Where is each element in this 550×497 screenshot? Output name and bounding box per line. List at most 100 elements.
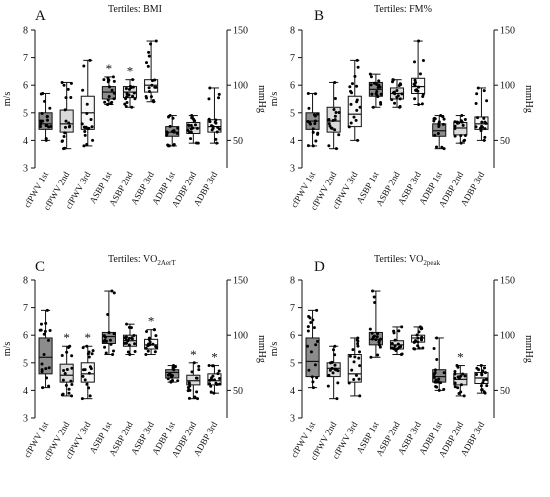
data-point [333, 353, 337, 357]
data-point [153, 78, 157, 82]
data-point [432, 373, 436, 377]
data-point [307, 106, 311, 110]
data-point [45, 118, 49, 122]
data-point [368, 72, 372, 76]
box-7 [432, 114, 447, 151]
y-tick-label-left: 4 [290, 136, 295, 147]
data-point [311, 127, 315, 131]
data-point [106, 102, 110, 106]
data-point [376, 85, 380, 89]
data-point [375, 82, 379, 86]
data-point [352, 377, 356, 381]
box-iqr [38, 112, 53, 130]
data-point [217, 127, 221, 131]
data-point [147, 54, 151, 58]
data-point [397, 329, 401, 333]
data-point [442, 371, 446, 375]
y-tick-label-left: 7 [23, 53, 28, 64]
data-point [482, 116, 486, 120]
data-point [311, 386, 315, 390]
data-point [483, 135, 487, 139]
data-point [63, 131, 67, 135]
data-point [70, 394, 74, 398]
data-point [348, 354, 352, 358]
data-point [67, 391, 71, 395]
data-point [214, 121, 218, 125]
y-tick-label-right: 50 [500, 136, 510, 147]
data-point [336, 369, 340, 373]
box-9: * [207, 350, 222, 395]
data-point [417, 330, 421, 334]
data-point [60, 139, 64, 143]
data-point [442, 387, 446, 391]
data-point [41, 386, 45, 390]
data-point [395, 89, 399, 93]
data-point [190, 116, 194, 120]
data-point [349, 102, 353, 106]
y-tick-label-left: 8 [23, 26, 28, 37]
significance-star: * [63, 330, 70, 345]
data-point [475, 366, 479, 370]
data-point [106, 98, 110, 102]
data-point [306, 329, 310, 333]
data-point [314, 343, 318, 347]
data-point [309, 350, 313, 354]
data-point [350, 368, 354, 372]
data-point [70, 354, 74, 358]
data-point [171, 116, 175, 120]
y-tick-label-right: 100 [500, 81, 515, 92]
data-point [484, 377, 488, 381]
data-point [212, 378, 216, 382]
data-point [109, 102, 113, 106]
y-axis-label-left: m/s [2, 342, 13, 357]
data-point [62, 83, 66, 87]
data-point [373, 300, 377, 304]
data-point [215, 383, 219, 387]
data-point [463, 118, 467, 122]
data-point [462, 139, 466, 143]
data-point [131, 85, 135, 89]
y-tick-label-left: 6 [290, 331, 295, 342]
data-point [48, 106, 52, 110]
data-point [480, 388, 484, 392]
data-point [353, 74, 357, 78]
y-tick-label-right: 150 [500, 26, 515, 37]
data-point [190, 114, 194, 118]
data-point [144, 353, 148, 357]
data-point [81, 88, 85, 92]
data-point [433, 133, 437, 137]
data-point [435, 336, 439, 340]
box-2 [59, 80, 74, 151]
data-point [421, 93, 425, 97]
data-point [125, 101, 129, 105]
data-point [133, 342, 137, 346]
data-point [111, 75, 115, 79]
data-point [398, 104, 402, 108]
significance-star: * [127, 64, 134, 79]
data-point [417, 39, 421, 43]
y-axis-label-right: mmHg [523, 85, 534, 113]
data-point [154, 85, 158, 89]
data-point [453, 372, 457, 376]
data-point [483, 371, 487, 375]
y-tick-label-right: 150 [233, 26, 248, 37]
data-point [192, 361, 196, 365]
data-point [69, 379, 73, 383]
data-point [189, 123, 193, 127]
data-point [82, 125, 86, 129]
data-point [456, 375, 460, 379]
data-point [151, 98, 155, 102]
data-point [83, 133, 87, 137]
data-point [482, 138, 486, 142]
data-point [390, 341, 394, 345]
data-point [375, 335, 379, 339]
data-point [216, 372, 220, 376]
data-point [44, 137, 48, 141]
data-point [316, 131, 320, 135]
panel-letter: D [314, 259, 325, 275]
data-point [83, 378, 87, 382]
y-tick-label-left: 4 [290, 386, 295, 397]
data-point [333, 363, 337, 367]
data-point [60, 353, 64, 357]
significance-star: * [106, 61, 113, 76]
